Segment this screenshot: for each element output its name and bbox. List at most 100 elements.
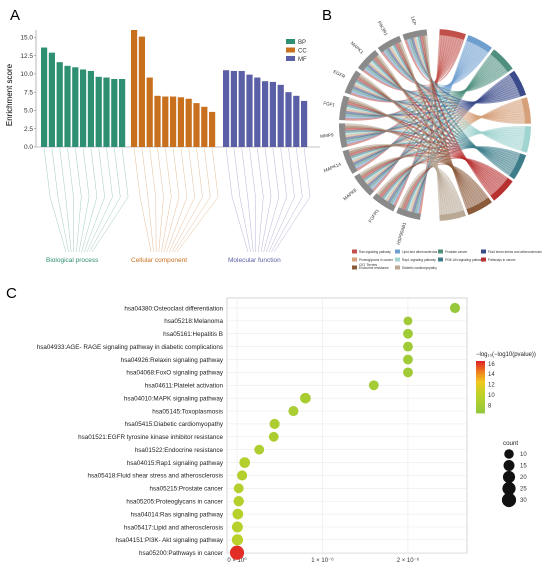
bar-mf <box>285 92 292 147</box>
bar-term-guide <box>273 147 311 253</box>
size-legend: 10 15 20 25 30 <box>501 449 527 508</box>
dot-plot-category: hsa04926:Relaxin signaling pathway <box>121 357 224 364</box>
group-label-mf: Molecular function <box>228 257 281 264</box>
dot-plot-category: hsa04151:PI3K- Akt signaling pathway <box>116 537 224 544</box>
bar-cc <box>162 96 169 147</box>
bar-mf <box>254 77 261 147</box>
bar-cc <box>209 111 216 147</box>
bar-bp <box>111 78 118 147</box>
dot-plot-category: hsa05215:Prostate cancer <box>149 486 223 493</box>
chord-gene-label: MAPK14 <box>323 161 342 173</box>
chord-legend-swatch <box>352 265 357 270</box>
chord-ribbon <box>411 37 521 104</box>
bar-term-guide <box>43 147 67 253</box>
bar-cc <box>185 98 192 147</box>
colorbar-segment <box>476 375 485 378</box>
chord-legend-label: Prostate cancer <box>445 250 468 254</box>
bar-y-tick-label: 10.0 <box>20 71 33 78</box>
dot-plot-category: hsa01521:EGFR tyrosine kinase inhibitor … <box>78 434 223 441</box>
colorbar-segment <box>476 411 485 414</box>
dot-plot-point <box>239 457 251 468</box>
colorbar-segment <box>476 409 485 412</box>
panel-label-b: B <box>322 7 332 24</box>
colorbar-tick-label: 16 <box>488 362 495 368</box>
chord-term-arc <box>521 97 531 124</box>
dot-plot-point <box>231 521 243 533</box>
chord-legend-swatch <box>395 265 400 270</box>
colorbar-segment <box>476 399 485 402</box>
dot-plot-point <box>268 431 279 442</box>
bar-term-guide <box>171 147 203 253</box>
bar-term-guide <box>263 147 280 253</box>
size-legend-dot <box>502 481 516 496</box>
chord-legend-label: Ras signaling pathway <box>359 250 391 254</box>
bar-term-guide <box>133 147 152 253</box>
chord-term-arc <box>509 153 527 180</box>
dot-plot-category: hsa04014:Ras signaling pathway <box>131 511 224 518</box>
size-legend-label: 15 <box>520 464 527 470</box>
colorbar-segment <box>476 391 485 394</box>
bar-term-guide <box>260 147 272 253</box>
bar-term-guide <box>241 147 254 253</box>
colorbar-segment <box>476 365 485 368</box>
dot-plot-x-tick: 0 × 10⁰ <box>227 557 247 564</box>
dot-plot-point <box>288 405 299 417</box>
size-legend-label: 30 <box>520 498 527 504</box>
dot-plot-category: hsa05218:Melanoma <box>164 318 223 325</box>
bar-term-guide <box>141 147 154 253</box>
dot-plot-point <box>449 302 461 314</box>
bar-bp <box>64 65 71 147</box>
bar-y-axis-label: Enrichment score <box>5 63 14 126</box>
size-legend-label: 25 <box>520 487 527 493</box>
chord-gene-label: MMP9 <box>320 132 334 138</box>
colorbar-segment <box>476 367 485 370</box>
dot-plot-point <box>403 367 413 378</box>
dot-plot-x-ticks: 0 × 10⁰ 1 × 10⁻⁶ 2 × 10⁻⁶ <box>227 557 419 564</box>
bar-mf <box>277 84 284 147</box>
bar-legend: BP CC MF <box>286 39 307 63</box>
dot-plot-category: hsa05200:Pathways in cancer <box>139 550 223 557</box>
chord-gene-label: HSP90AB1 <box>396 221 407 245</box>
colorbar-segment <box>476 361 485 364</box>
kegg-dot-plot: hsa04380:Osteoclast differentiation hsa05… <box>37 297 536 564</box>
bar-term-guide <box>176 147 219 253</box>
size-legend-dot <box>502 470 516 484</box>
bar-bp <box>48 52 55 148</box>
bar-bp <box>72 67 79 147</box>
group-label-cc: Cellular component <box>131 257 187 264</box>
chord-gene-label: LEP <box>410 16 417 26</box>
enrichment-bar-chart: Enrichment score 0.0 2.5 5.0 7.5 10.0 12.5 15.… <box>5 30 320 264</box>
bar-cc <box>138 36 145 147</box>
group-label-bp: Biological process <box>46 257 99 264</box>
bar-term-guide <box>257 147 264 253</box>
dot-plot-point <box>254 444 265 455</box>
chord-legend-swatch <box>352 249 357 254</box>
chord-term-arc <box>466 35 492 53</box>
dot-plot-category: hsa05161:Hepatitis B <box>163 331 223 338</box>
bar-term-guide <box>78 147 90 253</box>
colorbar-segment <box>476 381 485 384</box>
chord-gene-arc <box>357 49 379 72</box>
bar-y-tick-label: 0.0 <box>24 144 33 151</box>
dot-plot-category: hsa04611:Platelet activation <box>145 383 224 390</box>
chord-legend-label: Fluid shear stress and atherosclerosis <box>488 250 542 254</box>
legend-swatch-cc <box>286 47 295 53</box>
bar-term-guide <box>166 147 188 253</box>
dot-plot-point <box>403 328 413 339</box>
dot-plot-point <box>233 483 244 494</box>
bar-cc <box>177 97 184 147</box>
bar-y-tick-label: 5.0 <box>24 108 33 115</box>
chord-legend-swatch <box>395 249 400 254</box>
bar-mf <box>246 74 253 147</box>
dot-plot-category: hsa01522:Endocrine resistance <box>135 447 224 454</box>
bar-cc <box>154 95 161 147</box>
chord-legend-label: Endocrine resistance <box>359 266 389 270</box>
colorbar-segment <box>476 405 485 408</box>
colorbar-segment <box>476 373 485 376</box>
dot-plot-x-tick: 2 × 10⁻⁶ <box>397 557 420 564</box>
chord-legend-label: Diabetic cardiomyopathy <box>402 266 437 270</box>
bar-term-guide <box>268 147 295 253</box>
chord-gene-arc <box>354 173 375 196</box>
bar-term-guide <box>86 147 113 253</box>
